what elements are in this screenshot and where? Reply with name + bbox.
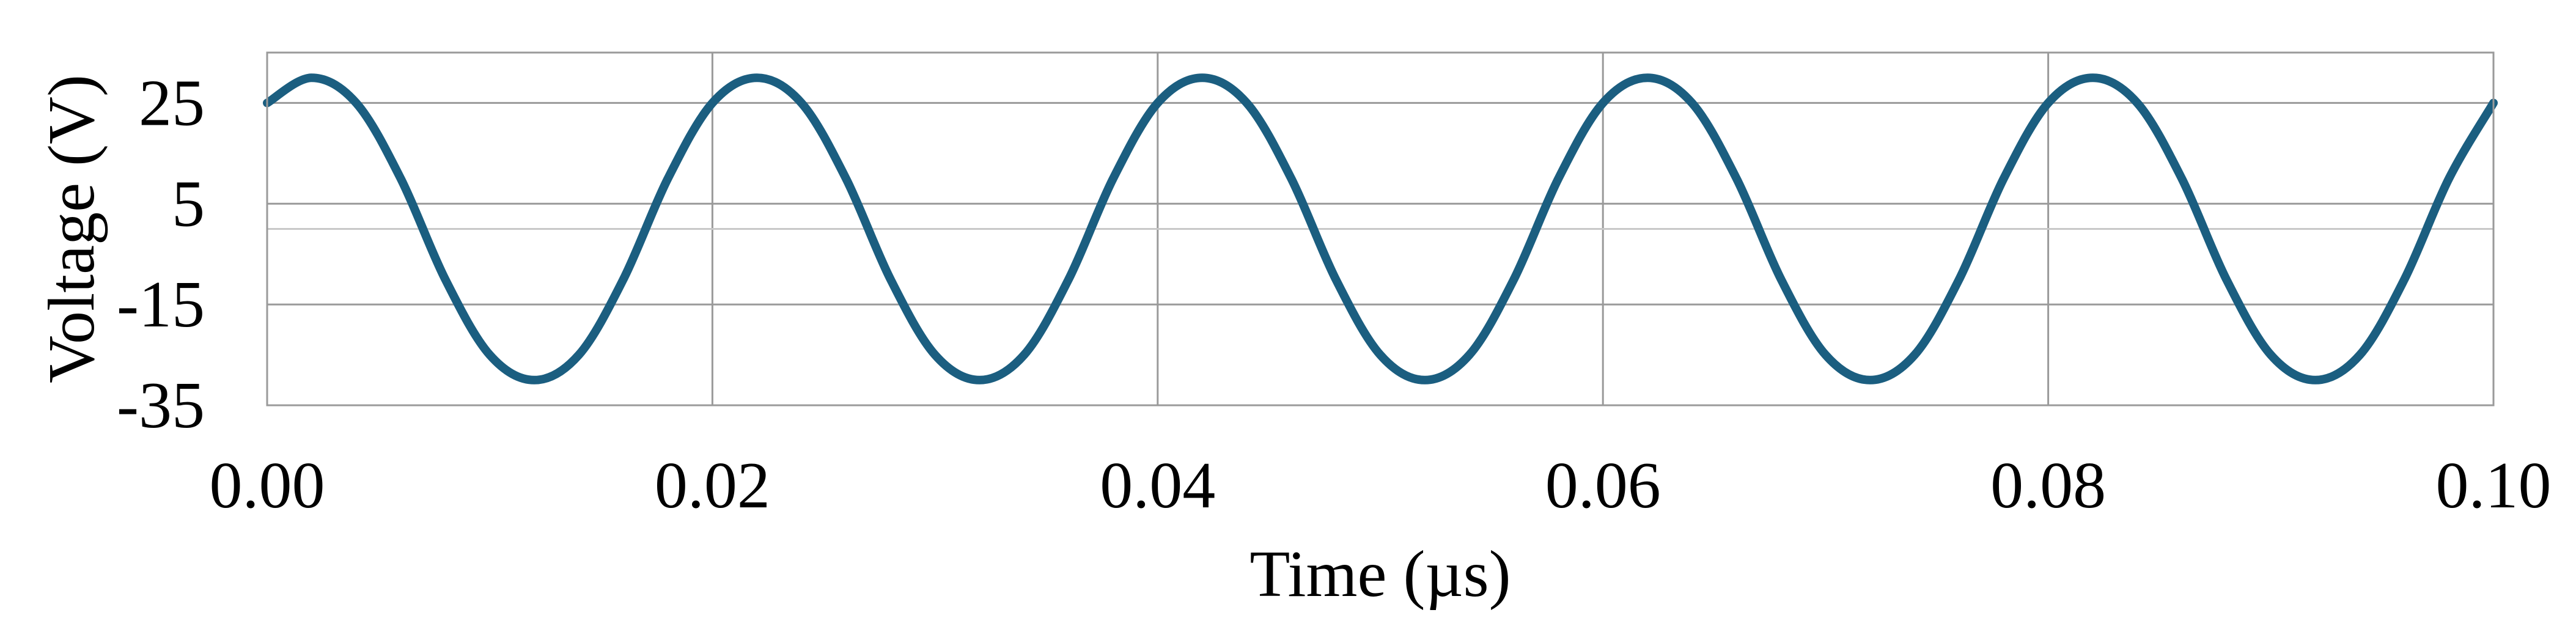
data-point <box>576 352 581 358</box>
data-point <box>1378 352 1383 358</box>
data-point <box>1734 176 1739 182</box>
data-point <box>1600 100 1606 106</box>
data-point <box>1511 276 1517 282</box>
data-point <box>1912 352 1918 358</box>
data-point <box>1289 176 1294 182</box>
data-point <box>1823 352 1828 358</box>
y-tick-labels: -35 -15 5 25 <box>117 67 205 442</box>
data-point <box>710 100 715 106</box>
data-point <box>2179 176 2185 182</box>
data-point <box>665 176 671 182</box>
data-point <box>2223 276 2229 282</box>
data-point <box>1556 176 1561 182</box>
data-point <box>1956 276 1962 282</box>
y-tick-label: 5 <box>172 167 205 240</box>
x-tick-label: 0.02 <box>655 449 770 522</box>
data-point <box>443 276 448 282</box>
data-point <box>888 276 893 282</box>
x-tick-label: 0.06 <box>1545 449 1661 522</box>
series-layer <box>263 73 2498 384</box>
data-point <box>1021 352 1027 358</box>
data-point <box>2135 100 2140 106</box>
data-point <box>754 75 760 81</box>
x-tick-label: 0.00 <box>210 449 325 522</box>
data-point <box>1199 75 1205 81</box>
data-point <box>1868 377 1873 383</box>
data-point <box>1422 377 1427 383</box>
data-point <box>2313 377 2318 383</box>
y-tick-label: -15 <box>117 268 205 341</box>
y-tick-label: 25 <box>139 67 205 139</box>
data-point <box>1466 352 1472 358</box>
data-point <box>1155 100 1160 106</box>
data-point <box>1333 276 1339 282</box>
data-point <box>932 352 938 358</box>
data-point <box>2268 352 2273 358</box>
data-point <box>1645 75 1650 81</box>
data-point <box>1689 100 1695 106</box>
data-point <box>620 276 626 282</box>
data-point <box>2357 352 2363 358</box>
data-point <box>2402 276 2407 282</box>
data-point <box>309 75 314 81</box>
data-point <box>353 100 359 106</box>
data-point <box>799 100 804 106</box>
plot-area-frame <box>266 51 2495 406</box>
x-tick-label: 0.04 <box>1100 449 1215 522</box>
data-point <box>398 176 403 182</box>
data-point <box>1244 100 1249 106</box>
data-point <box>532 377 537 383</box>
x-tick-labels: 0.00 0.02 0.04 0.06 0.08 0.10 <box>210 449 2552 522</box>
data-point <box>2090 75 2096 81</box>
data-point <box>1778 276 1784 282</box>
y-tick-label: -35 <box>117 369 205 442</box>
data-point <box>843 176 848 182</box>
data-point <box>2001 176 2006 182</box>
x-tick-label: 0.10 <box>2436 449 2552 522</box>
data-point <box>2446 176 2452 182</box>
x-tick-label: 0.08 <box>1990 449 2106 522</box>
data-point <box>487 352 493 358</box>
data-point <box>2045 100 2051 106</box>
x-axis-label: Time (µs) <box>1249 538 1511 611</box>
data-point <box>1066 276 1072 282</box>
data-point <box>977 377 982 383</box>
data-point <box>1110 176 1116 182</box>
y-axis-label: Voltage (V) <box>35 75 108 383</box>
